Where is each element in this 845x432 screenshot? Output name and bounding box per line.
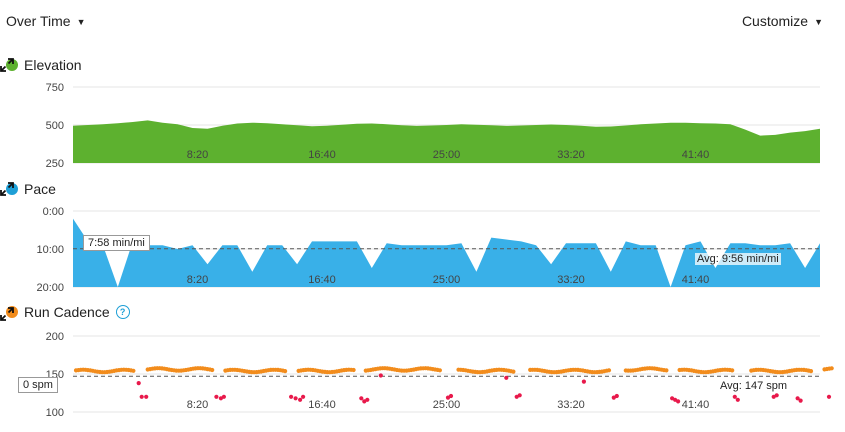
cadence-low-point	[294, 396, 298, 400]
x-tick-label: 16:40	[308, 399, 336, 411]
cadence-low-point	[144, 395, 148, 399]
cadence-low-point	[449, 394, 453, 398]
help-icon[interactable]: ?	[116, 305, 130, 319]
y-tick-label: 20:00	[36, 282, 64, 294]
customize-label: Customize	[742, 13, 808, 29]
cadence-low-point	[301, 395, 305, 399]
chevron-down-icon: ▼	[77, 17, 86, 27]
elevation-title-text: Elevation	[24, 57, 82, 73]
x-tick-label: 41:40	[682, 274, 710, 286]
cadence-point	[131, 369, 135, 373]
elevation-chart: 750 500 250 8:20 16:40 25:00 33:20 41:40	[0, 80, 845, 180]
x-tick-label: 25:00	[433, 149, 461, 161]
y-tick-label: 500	[46, 120, 64, 132]
cadence-title-text: Run Cadence	[24, 304, 110, 320]
toolbar: Over Time ▼ Customize ▼	[0, 0, 845, 40]
cadence-low-point	[289, 395, 293, 399]
cadence-low-point	[615, 394, 619, 398]
cadence-point	[809, 369, 813, 373]
x-tick-label: 8:20	[187, 149, 208, 161]
pace-average-label: Avg: 9:56 min/mi	[695, 253, 781, 265]
customize-dropdown[interactable]: Customize ▼	[742, 13, 823, 29]
cadence-low-point	[214, 395, 218, 399]
y-tick-label: 100	[46, 407, 64, 419]
cadence-low-point	[676, 399, 680, 403]
cadence-low-point	[799, 399, 803, 403]
y-tick-label: 10:00	[36, 244, 64, 256]
cadence-low-point	[222, 395, 226, 399]
cadence-low-point	[827, 395, 831, 399]
cadence-low-point	[504, 376, 508, 380]
cadence-low-point	[582, 380, 586, 384]
cadence-point	[511, 370, 515, 374]
expand-icon[interactable]	[0, 307, 14, 321]
cadence-point	[664, 368, 668, 372]
over-time-label: Over Time	[6, 13, 71, 29]
x-tick-label: 33:20	[557, 274, 585, 286]
elevation-title: Elevation	[6, 57, 82, 73]
x-tick-label: 33:20	[557, 399, 585, 411]
cadence-point	[283, 369, 287, 373]
x-tick-label: 8:20	[187, 399, 208, 411]
pace-title-text: Pace	[24, 181, 56, 197]
cadence-low-point	[733, 395, 737, 399]
x-tick-label: 33:20	[557, 149, 585, 161]
y-tick-label: 200	[46, 331, 64, 343]
cadence-point	[352, 368, 356, 372]
cadence-low-point	[359, 396, 363, 400]
cadence-point	[830, 366, 834, 370]
cadence-low-point	[775, 393, 779, 397]
cadence-low-point	[736, 398, 740, 402]
cadence-low-point	[137, 381, 141, 385]
y-tick-label: 0:00	[43, 206, 64, 218]
cadence-low-point	[140, 395, 144, 399]
cadence-low-point	[518, 393, 522, 397]
x-tick-label: 41:40	[682, 399, 710, 411]
x-tick-label: 8:20	[187, 274, 208, 286]
cadence-title: Run Cadence ?	[6, 304, 130, 320]
cadence-point	[730, 368, 734, 372]
y-tick-label: 750	[46, 82, 64, 94]
expand-icon[interactable]	[0, 182, 14, 196]
cadence-point	[607, 368, 611, 372]
cadence-low-point	[365, 398, 369, 402]
cadence-point	[438, 368, 442, 372]
x-tick-label: 16:40	[308, 149, 336, 161]
expand-icon[interactable]	[0, 58, 14, 72]
x-tick-label: 16:40	[308, 274, 336, 286]
x-tick-label: 41:40	[682, 149, 710, 161]
cadence-point	[210, 368, 214, 372]
cadence-low-point	[298, 398, 302, 402]
x-tick-label: 25:00	[433, 274, 461, 286]
chevron-down-icon: ▼	[814, 17, 823, 27]
cadence-average-label: Avg: 147 spm	[718, 380, 789, 392]
y-tick-label: 250	[46, 158, 64, 170]
pace-callout: 7:58 min/mi	[83, 235, 150, 251]
over-time-dropdown[interactable]: Over Time ▼	[6, 13, 86, 29]
cadence-callout: 0 spm	[18, 377, 58, 393]
cadence-low-point	[379, 373, 383, 377]
x-tick-label: 25:00	[433, 399, 461, 411]
